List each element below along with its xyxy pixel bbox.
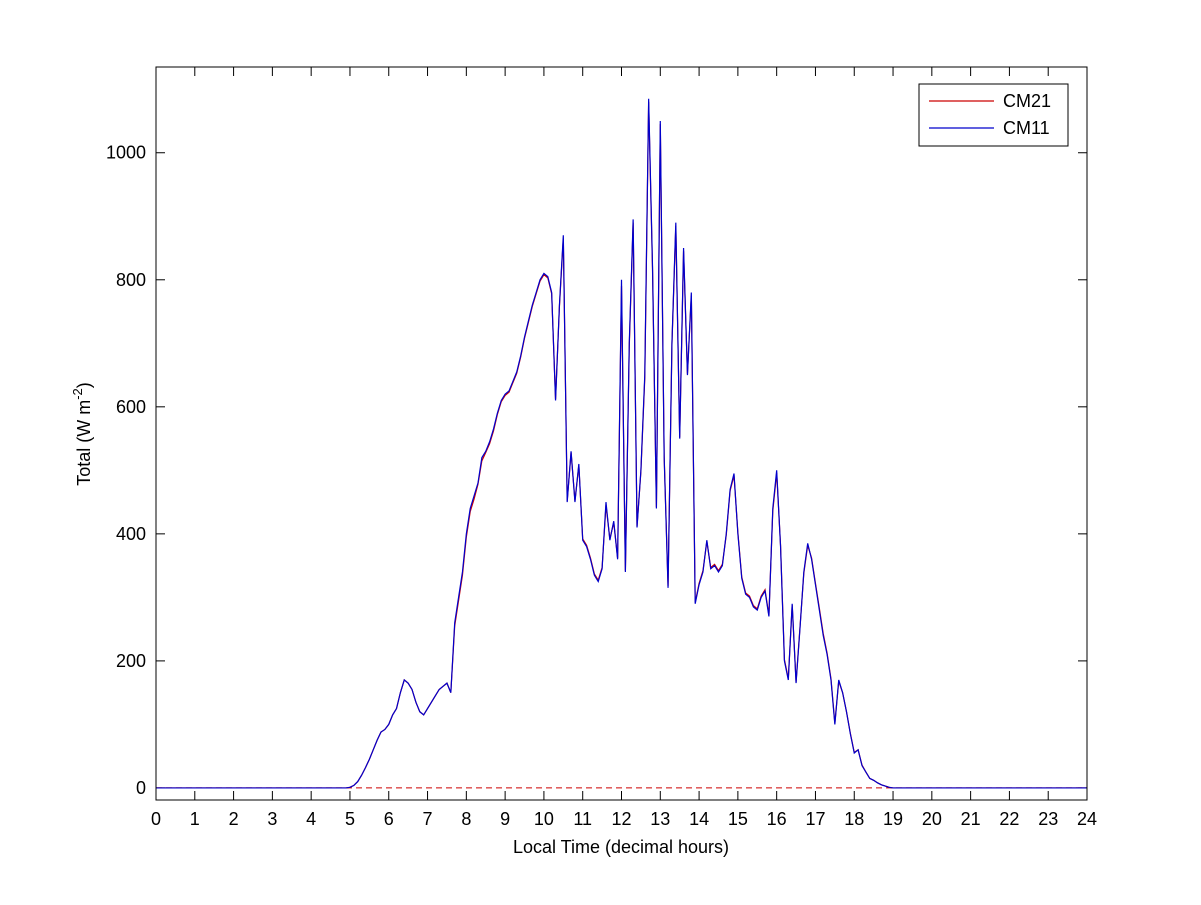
y-tick-label: 200	[116, 651, 146, 671]
x-tick-label: 22	[999, 809, 1019, 829]
legend-box	[918, 83, 1069, 147]
y-tick-label: 800	[116, 270, 146, 290]
x-tick-label: 1	[190, 809, 200, 829]
x-tick-label: 13	[650, 809, 670, 829]
x-axis-label: Local Time (decimal hours)	[513, 837, 729, 857]
y-tick-label: 0	[136, 778, 146, 798]
x-tick-label: 6	[384, 809, 394, 829]
series-line	[156, 98, 1087, 789]
x-tick-label: 15	[728, 809, 748, 829]
plot-frame	[155, 66, 1088, 801]
legend-label: CM11	[1003, 118, 1050, 138]
y-label-suffix: )	[74, 382, 94, 388]
x-tick-label: 18	[844, 809, 864, 829]
y-tick-label: 600	[116, 397, 146, 417]
y-tick-label: 400	[116, 524, 146, 544]
x-tick-label: 8	[461, 809, 471, 829]
x-tick-label: 17	[805, 809, 825, 829]
x-tick-label: 21	[961, 809, 981, 829]
x-tick-label: 3	[267, 809, 277, 829]
y-label-superscript: -2	[70, 388, 85, 400]
x-tick-label: 12	[611, 809, 631, 829]
x-tick-label: 19	[883, 809, 903, 829]
x-tick-label: 20	[922, 809, 942, 829]
x-tick-label: 5	[345, 809, 355, 829]
x-tick-label: 24	[1077, 809, 1097, 829]
legend-label: CM21	[1003, 91, 1051, 111]
x-tick-label: 16	[767, 809, 787, 829]
x-tick-label: 9	[500, 809, 510, 829]
x-tick-label: 11	[573, 809, 592, 829]
x-tick-label: 7	[423, 809, 433, 829]
y-tick-label: 1000	[106, 143, 146, 163]
x-tick-label: 4	[306, 809, 316, 829]
y-axis-label: Total (W m-2)	[70, 382, 94, 486]
x-tick-label: 10	[534, 809, 554, 829]
y-label-text: Total (W m	[74, 400, 94, 486]
x-tick-label: 0	[151, 809, 161, 829]
x-tick-label: 23	[1038, 809, 1058, 829]
x-tick-label: 14	[689, 809, 709, 829]
x-tick-label: 2	[229, 809, 239, 829]
